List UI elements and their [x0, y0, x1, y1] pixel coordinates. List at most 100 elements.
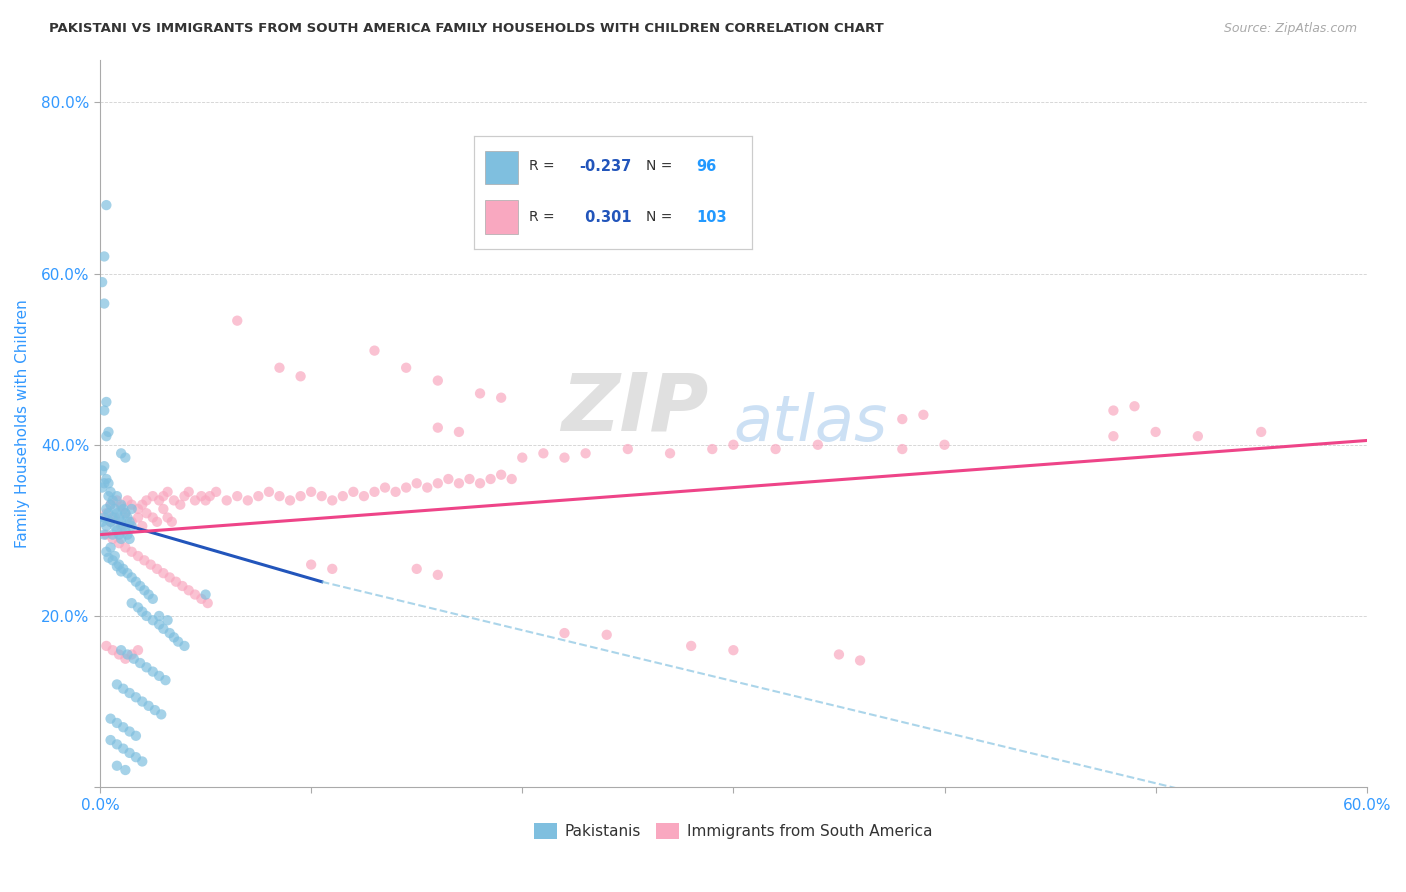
Point [156, 484, 179, 499]
Point [139, 558, 162, 572]
Point [1250, 425, 1272, 439]
Point [108, 648, 131, 662]
Point [194, 493, 217, 508]
Point [97, 489, 120, 503]
Point [374, 481, 396, 495]
Point [96, 472, 118, 486]
Point [1123, 399, 1146, 413]
Point [531, 446, 554, 460]
Point [114, 541, 136, 555]
Point [114, 652, 136, 666]
Point [891, 442, 914, 456]
Point [101, 553, 124, 567]
Point [96, 639, 118, 653]
Point [311, 489, 333, 503]
Point [142, 665, 165, 679]
Text: Source: ZipAtlas.com: Source: ZipAtlas.com [1223, 22, 1357, 36]
Point [155, 673, 177, 688]
Point [468, 386, 491, 401]
Point [105, 559, 128, 574]
Point [108, 536, 131, 550]
Point [912, 408, 935, 422]
Point [104, 519, 127, 533]
Point [553, 450, 575, 465]
Point [150, 707, 173, 722]
Point [127, 502, 149, 516]
Point [135, 506, 157, 520]
Point [96, 502, 118, 516]
Point [299, 484, 322, 499]
Point [121, 570, 143, 584]
Point [100, 498, 122, 512]
Point [510, 450, 533, 465]
Point [152, 566, 174, 581]
Point [96, 527, 118, 541]
Point [112, 720, 135, 734]
Point [159, 626, 181, 640]
Point [121, 519, 143, 533]
Point [108, 510, 131, 524]
Point [131, 519, 153, 533]
Point [108, 527, 131, 541]
Point [205, 484, 228, 499]
Point [363, 343, 385, 358]
Point [723, 438, 745, 452]
Point [353, 489, 375, 503]
Point [159, 570, 181, 584]
Point [290, 489, 312, 503]
Point [384, 484, 406, 499]
Point [135, 660, 157, 674]
Point [101, 527, 124, 541]
Point [184, 588, 207, 602]
Point [405, 562, 427, 576]
Legend: Pakistanis, Immigrants from South America: Pakistanis, Immigrants from South Americ… [529, 817, 939, 845]
Point [105, 489, 128, 503]
Point [596, 628, 619, 642]
Point [93, 510, 115, 524]
Point [114, 506, 136, 520]
Point [105, 506, 128, 520]
Point [1102, 403, 1125, 417]
Point [489, 391, 512, 405]
Point [131, 605, 153, 619]
Point [101, 643, 124, 657]
Point [152, 502, 174, 516]
Point [236, 493, 259, 508]
Point [165, 574, 187, 589]
Point [91, 275, 114, 289]
Point [173, 639, 195, 653]
Point [163, 493, 186, 508]
Point [100, 484, 122, 499]
Point [1102, 429, 1125, 443]
Point [96, 519, 118, 533]
Point [468, 476, 491, 491]
Point [135, 493, 157, 508]
Point [426, 476, 449, 491]
Text: atlas: atlas [734, 392, 887, 454]
Point [723, 643, 745, 657]
Point [226, 313, 249, 327]
Point [152, 489, 174, 503]
Point [104, 502, 127, 516]
Point [138, 588, 160, 602]
Point [575, 446, 598, 460]
Point [96, 545, 118, 559]
Point [891, 412, 914, 426]
Point [117, 648, 139, 662]
Point [101, 510, 124, 524]
Point [142, 613, 165, 627]
Point [269, 360, 291, 375]
Point [299, 558, 322, 572]
Point [278, 493, 301, 508]
Point [177, 583, 200, 598]
Point [125, 690, 148, 705]
Point [142, 591, 165, 606]
Point [342, 484, 364, 499]
Point [110, 565, 132, 579]
Point [105, 737, 128, 751]
Point [97, 425, 120, 439]
Point [112, 741, 135, 756]
Point [127, 643, 149, 657]
Point [849, 653, 872, 667]
Point [101, 532, 124, 546]
